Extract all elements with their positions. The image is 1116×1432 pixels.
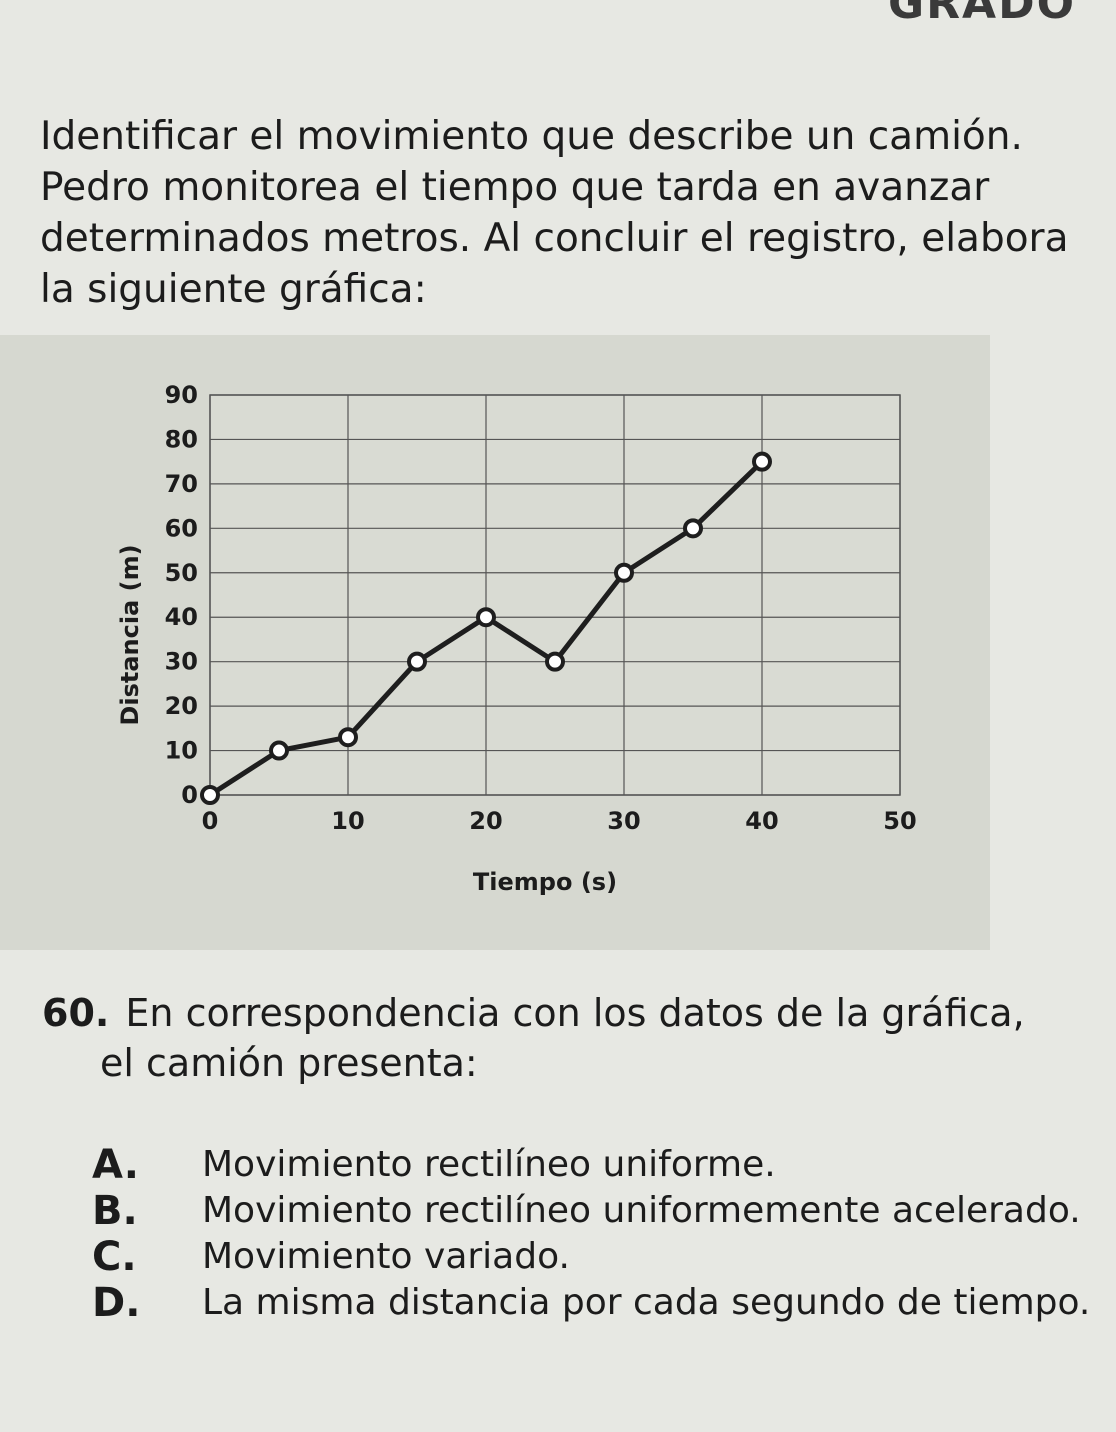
y-tick-label: 80 [165, 425, 198, 453]
question-line1: En correspondencia con los datos de la g… [125, 991, 1025, 1035]
data-point [476, 607, 496, 628]
data-point [407, 651, 427, 672]
y-tick-label: 20 [165, 692, 198, 720]
option-a[interactable]: A. Movimiento rectilíneo uniforme. [92, 1142, 1092, 1188]
y-tick-label: 40 [165, 603, 198, 631]
option-d[interactable]: D. La misma distancia por cada segundo d… [92, 1280, 1092, 1326]
plot-area [209, 394, 901, 796]
answer-options: A. Movimiento rectilíneo uniforme. B. Mo… [92, 1142, 1092, 1326]
x-axis-label: Tiempo (s) [473, 868, 617, 896]
option-b[interactable]: B. Movimiento rectilíneo uniformemente a… [92, 1188, 1092, 1234]
data-point [752, 451, 772, 472]
x-tick-label: 30 [607, 807, 640, 835]
option-text: Movimiento rectilíneo uniforme. [202, 1144, 776, 1185]
x-tick-labels: 0 10 20 30 40 50 [202, 807, 917, 835]
question-line2: el camión presenta: [100, 1041, 478, 1085]
option-c[interactable]: C. Movimiento variado. [92, 1234, 1092, 1280]
y-tick-label: 10 [165, 737, 198, 765]
option-letter: B. [92, 1188, 138, 1234]
chart-grid [209, 394, 901, 796]
option-letter: C. [92, 1234, 137, 1280]
chart-panel: 0 10 20 30 40 50 60 70 80 90 0 10 20 30 40 50 Tiempo (… [0, 335, 990, 950]
data-point [683, 518, 703, 539]
y-tick-label: 0 [181, 781, 198, 809]
series-points [200, 451, 772, 805]
option-text: Movimiento rectilíneo uniformemente acel… [202, 1190, 1081, 1231]
y-tick-label: 70 [165, 470, 198, 498]
option-text: La misma distancia por cada segundo de t… [202, 1282, 1091, 1323]
data-point [338, 727, 358, 748]
x-tick-label: 40 [745, 807, 778, 835]
y-tick-label: 30 [165, 648, 198, 676]
y-axis-label: Distancia (m) [116, 544, 144, 725]
x-tick-label: 10 [331, 807, 364, 835]
x-tick-label: 0 [202, 807, 219, 835]
data-point [614, 562, 634, 583]
data-point [269, 740, 289, 761]
x-tick-label: 20 [469, 807, 502, 835]
y-tick-label: 60 [165, 514, 198, 542]
question-number: 60. [42, 991, 110, 1035]
data-point [200, 785, 220, 805]
y-tick-labels: 0 10 20 30 40 50 60 70 80 90 [165, 381, 198, 809]
question-60: 60. En correspondencia con los datos de … [42, 988, 1092, 1088]
header-grade-fragment: GRADO [888, 0, 1076, 29]
x-tick-label: 50 [883, 807, 916, 835]
option-text: Movimiento variado. [202, 1236, 570, 1277]
y-tick-label: 50 [165, 559, 198, 587]
distance-time-chart: 0 10 20 30 40 50 60 70 80 90 0 10 20 30 40 50 Tiempo (… [116, 381, 917, 896]
intro-paragraph: Identificar el movimiento que describe u… [40, 114, 1069, 312]
option-letter: A. [92, 1142, 139, 1188]
option-letter: D. [92, 1280, 141, 1326]
y-tick-label: 90 [165, 381, 198, 409]
data-point [545, 651, 565, 672]
